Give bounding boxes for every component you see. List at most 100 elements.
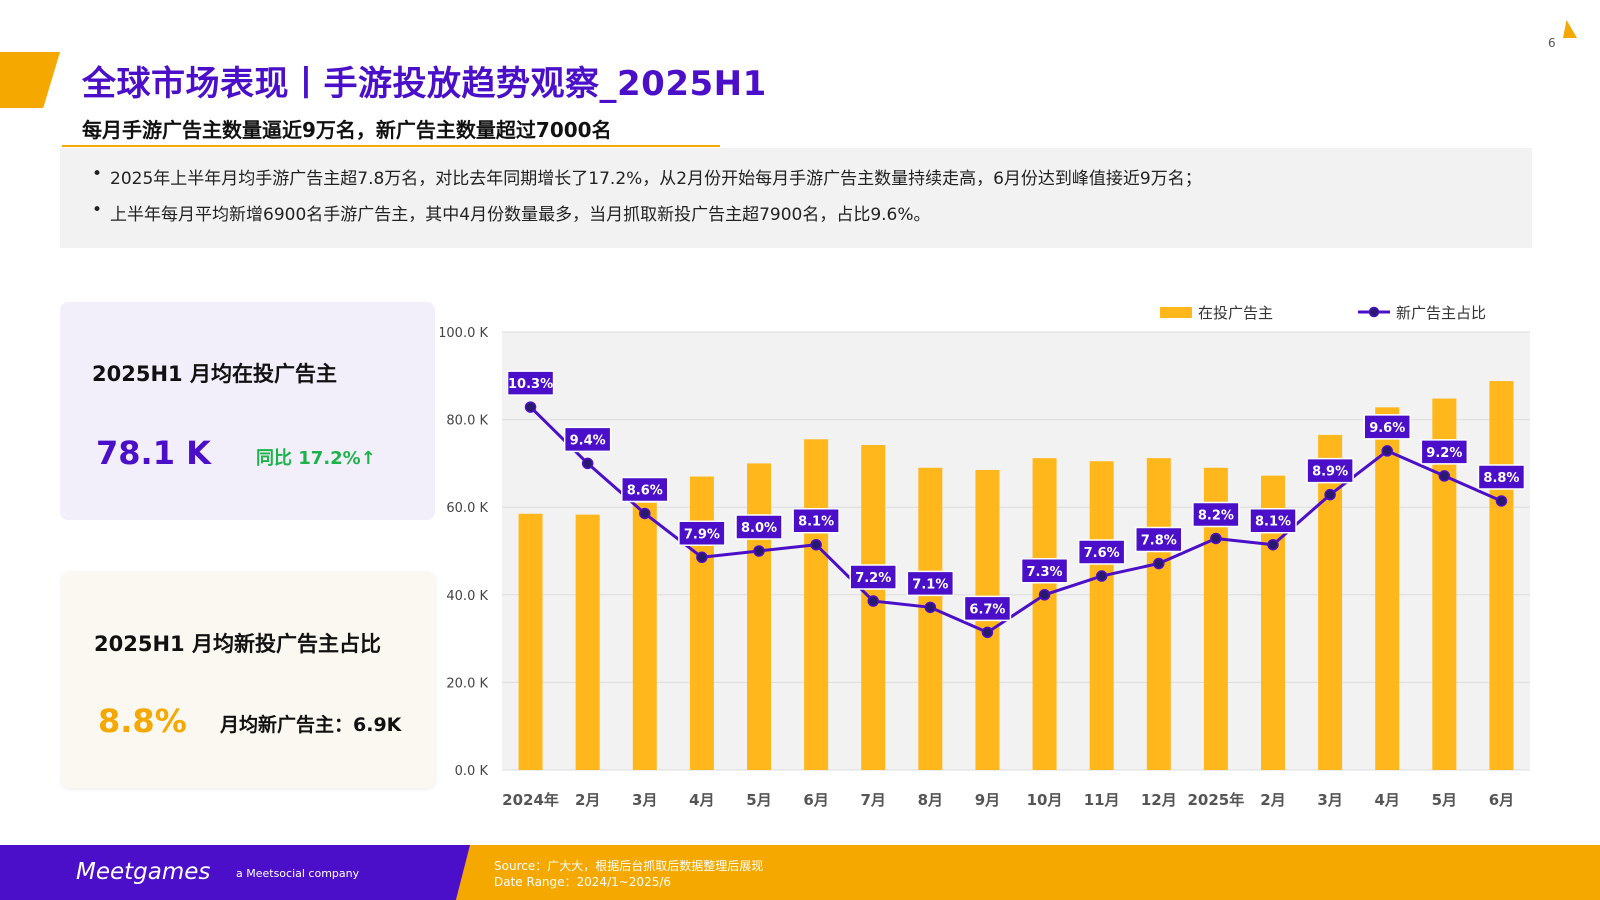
ratio-point-5 bbox=[753, 545, 765, 557]
bar-7 bbox=[861, 445, 886, 770]
x-tick-label: 9月 bbox=[975, 791, 1000, 809]
ratio-point-15 bbox=[1324, 488, 1336, 501]
ratio-point-3 bbox=[639, 507, 651, 520]
x-tick-label: 5月 bbox=[746, 791, 771, 809]
ratio-point-1 bbox=[524, 401, 537, 413]
ratio-data-label: 8.9% bbox=[1312, 465, 1348, 480]
legend-line-label: 新广告主占比 bbox=[1396, 304, 1486, 322]
ratio-line bbox=[529, 406, 1503, 634]
x-tick-label: 4月 bbox=[689, 791, 714, 809]
ratio-point-18 bbox=[1495, 495, 1508, 507]
x-tick-label: 6月 bbox=[803, 791, 828, 809]
plot-background bbox=[502, 332, 1530, 770]
footer-source: Source：广大大，根据后台抓取后数据整理后展现 bbox=[494, 859, 764, 873]
ratio-label-box bbox=[1477, 464, 1526, 490]
page-number: 6 bbox=[1548, 36, 1556, 50]
ratio-point-10 bbox=[1038, 589, 1051, 601]
summary-bullet-1: 2025年上半年月均手游广告主超7.8万名，对比去年同期增长了17.2%，从2月… bbox=[92, 164, 1202, 189]
card-advertisers-label: 2025H1 月均在投广告主 bbox=[92, 362, 337, 386]
ratio-point-14 bbox=[1267, 538, 1279, 551]
ratio-data-label: 9.4% bbox=[570, 433, 606, 448]
ratio-point-12 bbox=[1153, 557, 1165, 570]
ratio-data-label: 7.9% bbox=[684, 527, 720, 542]
ratio-point-7 bbox=[867, 595, 879, 607]
ratio-point-4 bbox=[696, 551, 708, 564]
footer-date-range: Date Range：2024/1~2025/6 bbox=[494, 875, 672, 889]
page-subtitle: 每月手游广告主数量逼近9万名，新广告主数量超过7000名 bbox=[82, 118, 612, 142]
y-tick-label: 0.0 K bbox=[455, 764, 489, 779]
ratio-label-box bbox=[792, 507, 840, 534]
ratio-data-label: 8.6% bbox=[627, 483, 663, 498]
ratio-label-box bbox=[621, 476, 669, 503]
card-advertisers-yoy: 同比 17.2%↑ bbox=[256, 448, 376, 469]
page-title: 全球市场表现丨手游投放趋势观察_2025H1 bbox=[82, 64, 767, 104]
x-tick-label: 2月 bbox=[575, 791, 600, 809]
ratio-point-8 bbox=[924, 601, 937, 614]
advertiser-trend-chart: 0.0 K 20.0 K 40.0 K 60.0 K 80.0 K 100.0 K 10.… bbox=[440, 304, 1530, 809]
card-ratio-label: 2025H1 月均新投广告主占比 bbox=[94, 632, 381, 656]
y-tick-label: 20.0 K bbox=[446, 676, 488, 691]
bar-1 bbox=[518, 513, 543, 770]
ratio-label-box bbox=[1420, 439, 1469, 465]
bar-8 bbox=[918, 467, 943, 770]
bar-18 bbox=[1489, 381, 1514, 770]
summary-bullet-2: 上半年每月平均新增6900名手游广告主，其中4月份数量最多，当月抓取新投广告主超… bbox=[92, 200, 931, 225]
x-tick-label: 3月 bbox=[1317, 791, 1342, 809]
ratio-data-label: 9.6% bbox=[1369, 421, 1405, 436]
x-tick-label: 5月 bbox=[1432, 791, 1457, 809]
y-tick-label: 80.0 K bbox=[446, 414, 488, 429]
ratio-data-label: 7.2% bbox=[855, 571, 891, 586]
x-tick-label: 10月 bbox=[1027, 791, 1063, 809]
ratio-data-label: 7.3% bbox=[1027, 565, 1063, 580]
legend-bar-label: 在投广告主 bbox=[1198, 304, 1273, 322]
card-ratio-value: 8.8% bbox=[98, 702, 187, 740]
y-tick-label: 40.0 K bbox=[446, 589, 488, 604]
x-tick-label: 2025年 bbox=[1188, 791, 1245, 809]
ratio-point-6 bbox=[810, 538, 822, 551]
x-tick-label: 4月 bbox=[1375, 791, 1400, 809]
bar-5 bbox=[747, 463, 771, 770]
ratio-label-box bbox=[1306, 457, 1354, 484]
ratio-label-box bbox=[506, 370, 555, 396]
ratio-data-label: 6.7% bbox=[969, 602, 1005, 617]
card-monthly-advertisers: 2025H1 月均在投广告主 78.1 K 同比 17.2%↑ bbox=[60, 302, 435, 520]
ratio-label-box bbox=[1020, 558, 1069, 584]
ratio-label-box bbox=[563, 426, 612, 453]
x-tick-label: 2024年 bbox=[502, 791, 559, 809]
x-tick-label: 12月 bbox=[1141, 791, 1177, 809]
bar-12 bbox=[1146, 458, 1171, 770]
bar-10 bbox=[1032, 458, 1057, 770]
x-tick-label: 8月 bbox=[918, 791, 943, 809]
bar-3 bbox=[632, 502, 657, 770]
legend-bar-swatch bbox=[1160, 307, 1192, 318]
legend-line-marker bbox=[1368, 306, 1380, 318]
ratio-data-label: 8.8% bbox=[1483, 471, 1519, 486]
ratio-point-11 bbox=[1095, 570, 1108, 582]
ratio-label-box bbox=[1077, 539, 1126, 565]
ratio-data-label: 8.1% bbox=[1255, 515, 1291, 530]
subtitle-underline bbox=[62, 145, 720, 147]
card-ratio-extra: 月均新广告主：6.9K bbox=[220, 714, 402, 736]
ratio-data-label: 7.6% bbox=[1084, 546, 1120, 561]
x-tick-label: 3月 bbox=[632, 791, 657, 809]
bar-15 bbox=[1318, 434, 1343, 770]
summary-box: 2025年上半年月均手游广告主超7.8万名，对比去年同期增长了17.2%，从2月… bbox=[60, 148, 1532, 248]
ratio-label-box bbox=[1192, 501, 1240, 528]
y-tick-label: 100.0 K bbox=[440, 326, 488, 341]
card-new-advertiser-ratio: 2025H1 月均新投广告主占比 8.8% 月均新广告主：6.9K bbox=[62, 572, 435, 788]
bar-6 bbox=[804, 439, 829, 770]
x-tick-label: 6月 bbox=[1489, 791, 1514, 809]
x-tick-label: 7月 bbox=[861, 791, 886, 809]
x-tick-label: 2月 bbox=[1260, 791, 1285, 809]
ratio-label-box bbox=[849, 564, 897, 590]
ratio-point-17 bbox=[1438, 470, 1451, 482]
ratio-data-label: 8.0% bbox=[741, 521, 777, 536]
card-advertisers-value: 78.1 K bbox=[96, 434, 211, 472]
logo-subtitle: a Meetsocial company bbox=[236, 867, 360, 880]
bar-11 bbox=[1089, 461, 1114, 770]
ratio-point-2 bbox=[581, 457, 594, 470]
ratio-data-label: 9.2% bbox=[1426, 446, 1462, 461]
ratio-label-box bbox=[963, 595, 1012, 622]
ratio-data-label: 8.1% bbox=[798, 515, 834, 530]
ratio-label-box bbox=[1249, 507, 1297, 534]
